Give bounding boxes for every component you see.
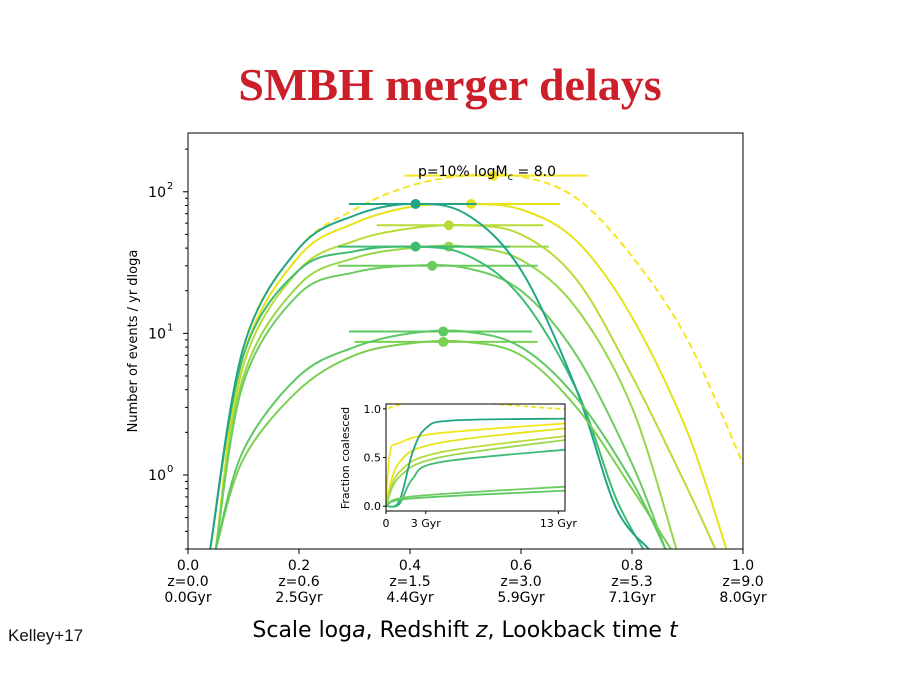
inset-x-tick-label: 3 Gyr: [411, 517, 442, 530]
inset-series-line: [386, 435, 565, 507]
series-peak-marker: [438, 336, 449, 347]
series-peak-marker: [410, 198, 421, 209]
inset-y-tick-label: 1.0: [364, 403, 382, 416]
t-tick-label: 2.5Gyr: [275, 590, 322, 606]
inset-x-tick-label: 13 Gyr: [540, 517, 578, 530]
y-axis-label: Number of events / yr dloga: [126, 250, 141, 433]
x-axis-label-part: , Lookback time: [487, 618, 669, 643]
x-axis-label: Scale loga, Redshift z, Lookback time t: [252, 618, 679, 643]
main-plot-series: [209, 170, 743, 549]
plot-frame: [187, 132, 744, 550]
inset-series-line: [386, 427, 565, 507]
inset-series-line: [386, 489, 565, 507]
x-tick-label: 0.6: [510, 558, 532, 574]
inset-series-line: [386, 422, 565, 507]
z-tick-label: z=5.3: [611, 574, 652, 590]
x-axis-label-var-a: a: [352, 618, 365, 643]
z-tick-label: z=0.6: [278, 574, 319, 590]
series-peak-marker: [488, 170, 499, 181]
t-tick-label: 8.0Gyr: [719, 590, 766, 606]
y-tick-exponent: 2: [167, 181, 173, 192]
y-tick-label: 10: [148, 185, 166, 201]
inset-series-line: [386, 404, 565, 507]
x-tick-label: 0.2: [288, 558, 310, 574]
inset-series-line: [386, 417, 565, 508]
z-tick-label: z=9.0: [722, 574, 763, 590]
z-tick-label: z=0.0: [167, 574, 208, 590]
x-tick-label: 0.0: [177, 558, 199, 574]
annotation-value: = 8.0: [513, 164, 556, 180]
t-tick-label: 7.1Gyr: [608, 590, 655, 606]
inset-series: [386, 404, 565, 508]
z-tick-label: z=1.5: [389, 574, 430, 590]
z-tick-label: z=3.0: [500, 574, 541, 590]
inset-plot: 0.0 0.5 1.0 0 3 Gyr 13 Gyr Fraction coalesced: [339, 403, 578, 530]
slide-title: SMBH merger delays: [238, 59, 662, 110]
x-axis-label-part: Scale log: [252, 618, 352, 643]
y-tick-exponent: 0: [167, 464, 173, 475]
annotation-text: p=10% logM: [418, 164, 508, 180]
t-tick-label: 5.9Gyr: [497, 590, 544, 606]
inset-y-tick-label: 0.0: [364, 500, 382, 513]
t-tick-label: 4.4Gyr: [386, 590, 433, 606]
inset-series-line: [386, 439, 565, 507]
x-tick-label: 0.4: [399, 558, 421, 574]
chart-annotation: p=10% logMc = 8.0: [418, 164, 556, 183]
y-tick-exponent: 1: [167, 322, 173, 333]
y-tick-label: 10: [148, 326, 166, 342]
t-tick-label: 0.0Gyr: [164, 590, 211, 606]
x-axis-label-var-t: t: [669, 618, 679, 643]
inset-x-tick-label: 0: [383, 517, 390, 530]
x-tick-label: 1.0: [732, 558, 754, 574]
x-axis-label-part: , Redshift: [366, 618, 476, 643]
series-peak-marker: [410, 241, 421, 252]
series-peak-marker: [443, 220, 454, 231]
inset-y-tick-label: 0.5: [364, 452, 382, 465]
credit-text: Kelley+17: [8, 626, 84, 645]
annotation-subscript: c: [508, 172, 514, 183]
x-axis-label-var-z: z: [475, 618, 488, 643]
y-tick-label: 10: [148, 468, 166, 484]
inset-series-line: [386, 448, 565, 508]
series-peak-marker: [427, 260, 438, 271]
x-tick-label: 0.8: [621, 558, 643, 574]
inset-y-label: Fraction coalesced: [339, 407, 352, 509]
series-peak-marker: [438, 326, 449, 337]
x-axis-ticks: 0.0z=0.00.0Gyr 0.2z=0.62.5Gyr 0.4z=1.54.4G…: [164, 549, 767, 606]
